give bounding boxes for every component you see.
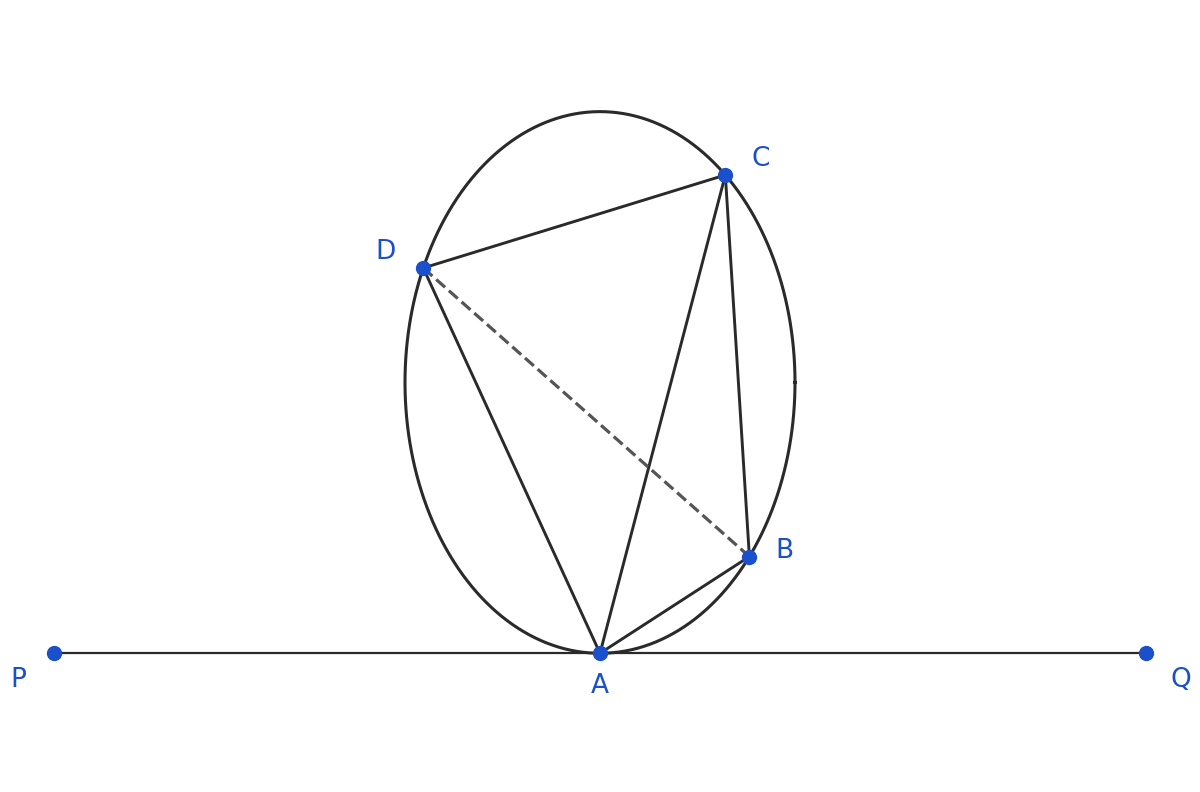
Text: D: D — [376, 238, 396, 265]
Text: C: C — [751, 146, 769, 172]
Point — [739, 550, 758, 563]
Text: B: B — [775, 538, 793, 564]
Point — [715, 169, 734, 181]
Point — [414, 261, 433, 274]
Text: A: A — [590, 672, 608, 699]
Point — [44, 647, 64, 660]
Text: P: P — [11, 668, 26, 693]
Text: Q: Q — [1171, 668, 1192, 693]
Point — [590, 647, 610, 660]
Point — [1136, 647, 1156, 660]
